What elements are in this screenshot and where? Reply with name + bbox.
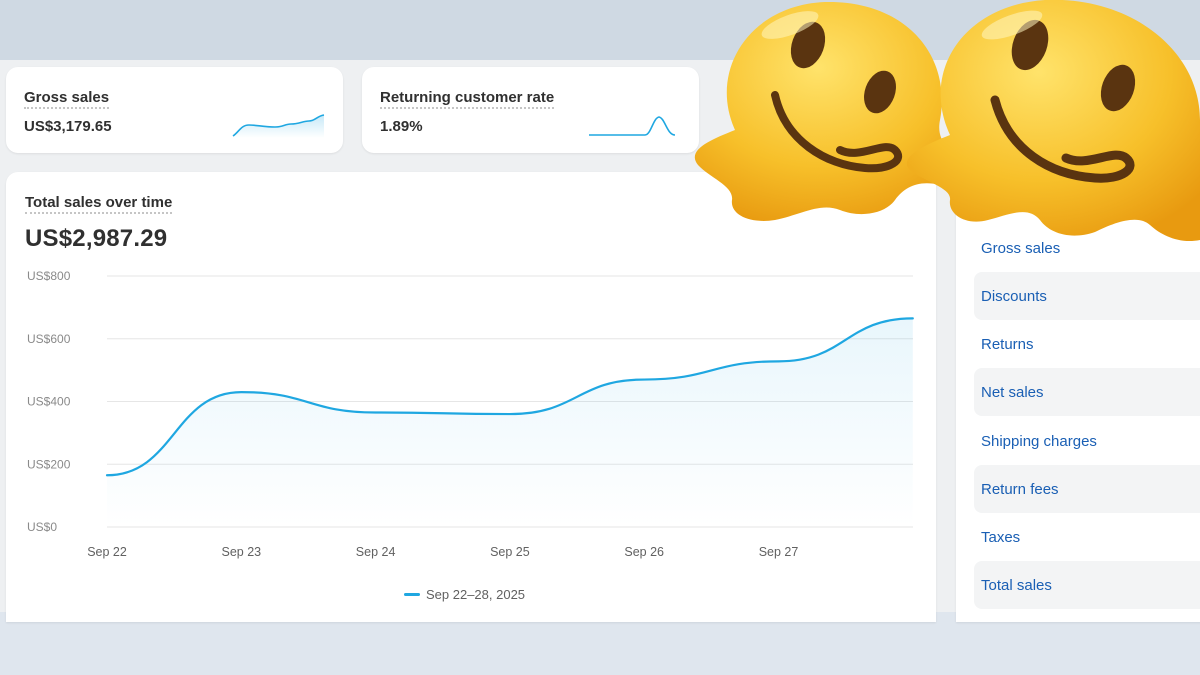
- melting-face-icon: [694, 1, 970, 221]
- chart-total-value: US$2,987.29: [25, 225, 168, 252]
- returning-rate-sparkline: [589, 116, 676, 136]
- metric-title[interactable]: Gross sales: [24, 89, 110, 109]
- chart-title[interactable]: Total sales over time: [25, 194, 173, 214]
- chart-legend[interactable]: Sep 22–28, 2025: [404, 587, 525, 602]
- y-tick-label: US$200: [27, 457, 71, 471]
- bottom-band: [0, 612, 1200, 675]
- sales-line-chart[interactable]: US$0 US$200 US$400 US$600 US$800 Sep 22 Sep 23…: [6, 172, 936, 612]
- series-area: [107, 318, 913, 527]
- breakdown-item-returns[interactable]: Returns: [981, 335, 1034, 353]
- y-tick-label: US$400: [27, 395, 71, 409]
- y-tick-label: US$800: [27, 269, 71, 283]
- sales-breakdown-card: Gross sales Discounts Returns Net sales …: [956, 172, 1200, 622]
- metric-value: US$3,179.65: [24, 118, 112, 135]
- x-tick-label: Sep 27: [759, 545, 799, 559]
- breakdown-item-discounts[interactable]: Discounts: [974, 272, 1200, 320]
- breakdown-item-gross-sales[interactable]: Gross sales: [981, 239, 1061, 257]
- sales-over-time-card: Total sales over time US$2,987.29 US$0 US…: [6, 172, 936, 622]
- breakdown-item-taxes[interactable]: Taxes: [981, 528, 1021, 546]
- x-tick-label: Sep 23: [221, 545, 261, 559]
- legend-swatch: [404, 593, 420, 596]
- returning-customer-rate-card[interactable]: Returning customer rate 1.89%: [362, 67, 699, 153]
- gross-sales-sparkline: [232, 114, 325, 138]
- x-tick-label: Sep 22: [87, 545, 127, 559]
- y-tick-label: US$0: [27, 520, 57, 534]
- metric-value: 1.89%: [380, 118, 423, 135]
- metric-title[interactable]: Returning customer rate: [380, 89, 555, 109]
- legend-label: Sep 22–28, 2025: [426, 587, 526, 602]
- breakdown-item-shipping-charges[interactable]: Shipping charges: [981, 432, 1097, 450]
- breakdown-item-return-fees[interactable]: Return fees: [974, 465, 1200, 513]
- x-tick-label: Sep 25: [490, 545, 530, 559]
- x-tick-label: Sep 26: [624, 545, 664, 559]
- x-tick-label: Sep 24: [356, 545, 396, 559]
- gross-sales-card[interactable]: Gross sales US$3,179.65: [6, 67, 343, 153]
- melting-face-icon: [906, 0, 1200, 241]
- breakdown-item-total-sales[interactable]: Total sales: [974, 561, 1200, 609]
- breakdown-item-net-sales[interactable]: Net sales: [974, 368, 1200, 416]
- y-tick-label: US$600: [27, 332, 71, 346]
